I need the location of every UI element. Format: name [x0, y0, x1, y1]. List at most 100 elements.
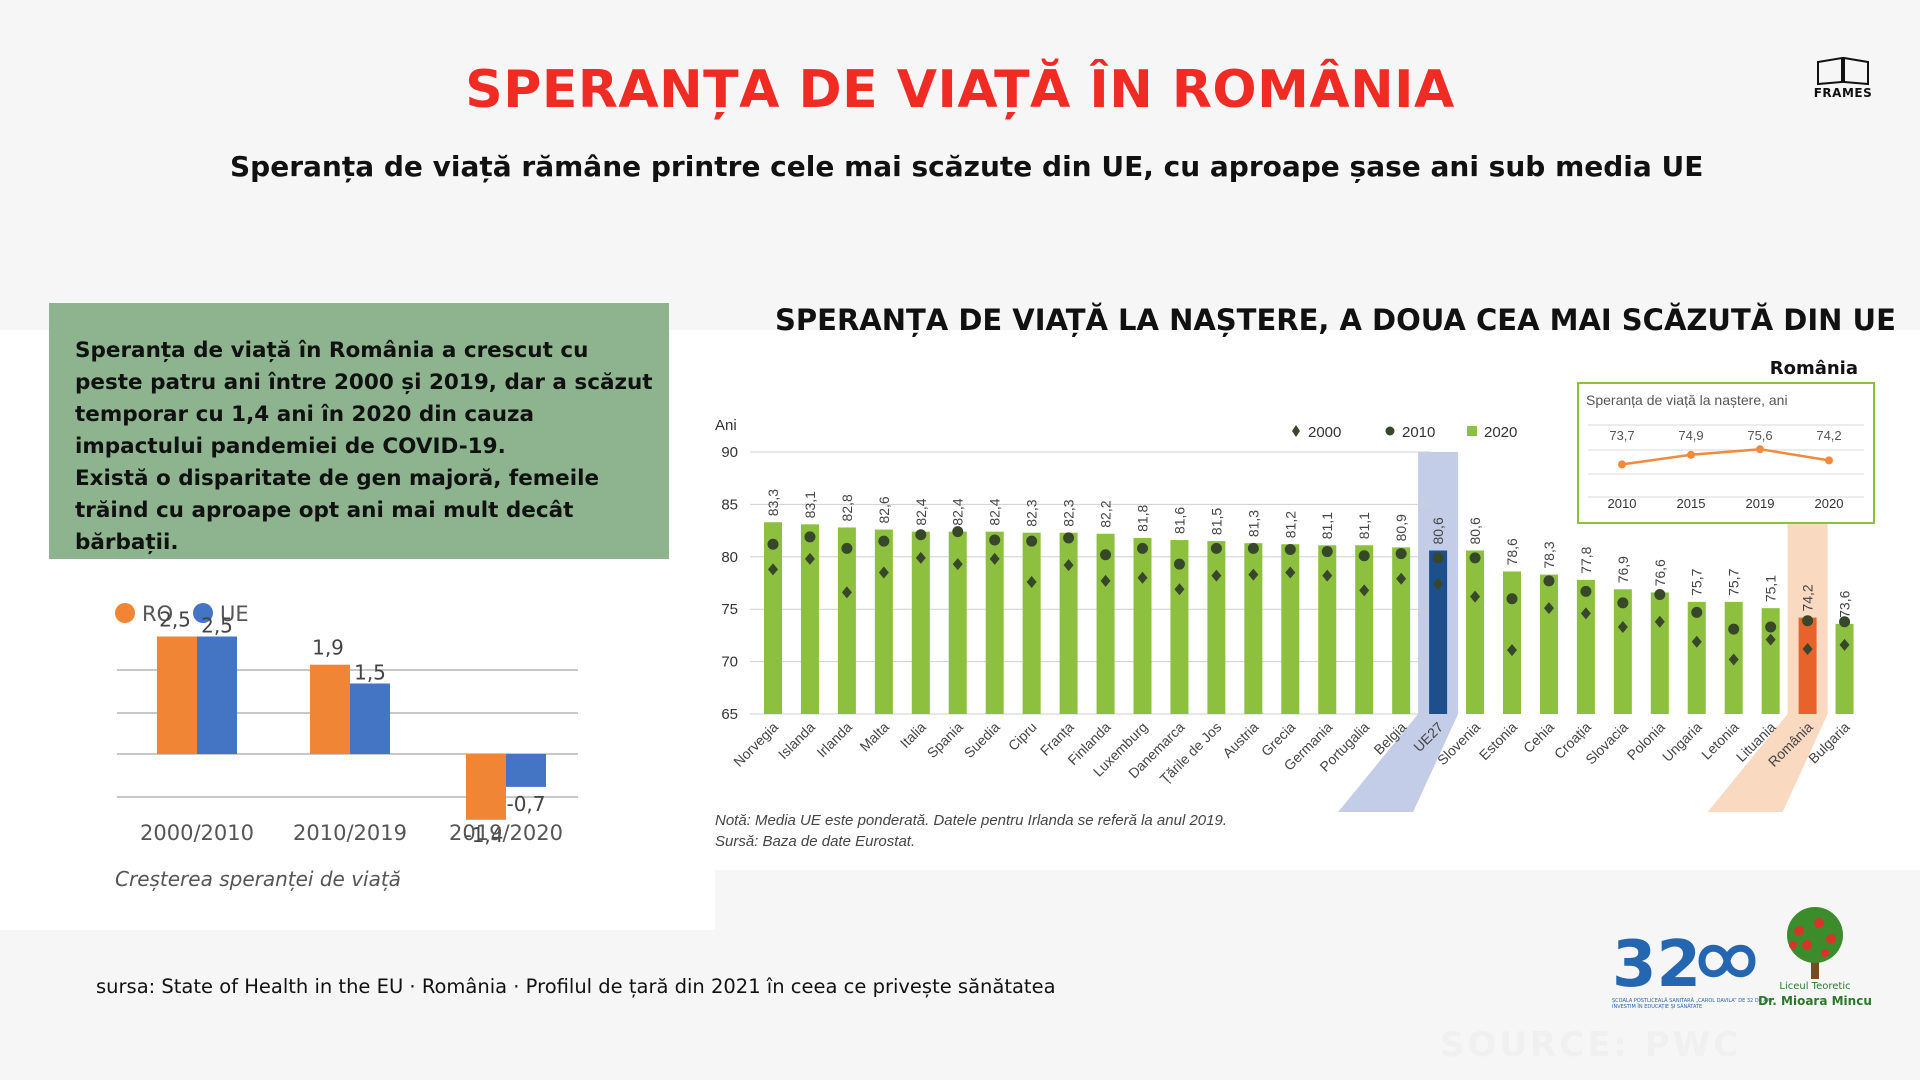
marker-2010 [1802, 615, 1814, 627]
bar-2020 [1503, 571, 1521, 714]
bar-2020 [1318, 545, 1337, 714]
marker-2000 [1211, 569, 1222, 582]
highlight-band-UE27 [1338, 452, 1459, 812]
marker-2000 [1063, 559, 1074, 572]
y-tick-label: 65 [721, 706, 738, 723]
page-subtitle: Speranța de viață rămâne printre cele ma… [230, 150, 1704, 183]
bar-ro [466, 754, 506, 820]
y-tick-label: 85 [721, 496, 738, 513]
marker-2010 [1137, 542, 1148, 554]
summary-box: Speranța de viață în România a crescut c… [49, 303, 669, 559]
bar-2020 [911, 531, 930, 714]
legend-label-ue: UE [220, 602, 249, 626]
data-label: 82,4 [950, 498, 966, 525]
marker-2000 [804, 552, 815, 565]
marker-2000 [878, 566, 889, 579]
marker-2000 [1543, 602, 1554, 615]
inset-point [1825, 456, 1833, 465]
data-label: 75,7 [1726, 568, 1742, 595]
y-tick-label: 75 [721, 601, 738, 618]
marker-2010 [1284, 543, 1296, 555]
logo-32-number: 32 [1612, 928, 1702, 1002]
bar-2020 [1539, 574, 1558, 714]
marker-2010 [767, 538, 779, 550]
bar-2020 [1429, 550, 1448, 714]
bar-2020 [1687, 601, 1706, 714]
legend-label-ro: RO [142, 602, 173, 626]
bar-2020 [1133, 537, 1152, 714]
legend-label-2010: 2010 [1402, 424, 1435, 441]
data-label: 81,1 [1319, 512, 1335, 539]
marker-2000 [1691, 635, 1702, 648]
y-axis-label: Ani [715, 417, 737, 434]
marker-2010 [1063, 532, 1075, 544]
data-label: 80,6 [1467, 517, 1483, 544]
source-text: sursa: State of Health in the EU · Român… [96, 975, 1056, 998]
bar-2020 [1798, 617, 1817, 714]
data-label: 74,2 [1800, 584, 1816, 611]
marker-2000 [1396, 572, 1407, 585]
summary-paragraph-2: Există o disparitate de gen majoră, feme… [75, 466, 600, 555]
data-label: 81,1 [1356, 512, 1372, 539]
marker-2010 [1728, 623, 1740, 635]
value-label-ue: 2,5 [201, 614, 233, 638]
data-label: 81,8 [1135, 504, 1151, 531]
bar-2020 [1392, 547, 1411, 714]
data-label: 80,9 [1393, 514, 1409, 541]
bar-2020 [764, 522, 782, 714]
bar-ue [197, 636, 237, 754]
inset-point [1756, 445, 1764, 454]
marker-2000 [1507, 644, 1517, 657]
legend-marker-ro [115, 603, 135, 623]
bar-2020 [1244, 543, 1263, 714]
data-label: 81,2 [1282, 511, 1298, 538]
summary-paragraph-1: Speranța de viață în România a crescut c… [75, 338, 653, 459]
bar-2020 [948, 531, 967, 714]
bar-ro [310, 664, 350, 754]
marker-2000 [952, 558, 963, 571]
marker-2000 [1322, 569, 1333, 582]
bar-2020 [800, 524, 819, 714]
legend-label-2000: 2000 [1308, 424, 1341, 441]
marker-2010 [1580, 585, 1592, 597]
marker-2010 [1026, 535, 1038, 547]
marker-2000 [1359, 584, 1370, 597]
legend-marker-2000 [1292, 425, 1300, 437]
bar-2020 [985, 531, 1004, 714]
data-label: 83,3 [765, 489, 781, 516]
bar-ue [350, 683, 390, 754]
data-label: 76,6 [1652, 559, 1668, 586]
data-label: 81,5 [1208, 508, 1224, 535]
frames-logo-icon [1817, 56, 1869, 86]
data-label: 82,2 [1098, 500, 1114, 527]
bar-2020 [1281, 544, 1300, 714]
data-label: 82,8 [839, 494, 855, 521]
marker-2010 [1839, 616, 1851, 628]
y-tick-label: 90 [721, 444, 738, 461]
bar-2020 [874, 529, 893, 714]
data-label: 76,9 [1615, 556, 1631, 583]
marker-2010 [1543, 575, 1555, 587]
marker-2000 [1470, 590, 1481, 603]
inset-value-label: 73,7 [1609, 428, 1634, 443]
bar-2020 [1355, 545, 1374, 714]
marker-2010 [878, 535, 890, 547]
inset-x-label: 2015 [1677, 496, 1706, 511]
y-tick-label: 70 [721, 654, 738, 671]
logo-32-caption: ȘCOALA POSTLICEALĂ SANITARĂ „CAROL DAVIL… [1612, 998, 1773, 1010]
bar-2020 [1761, 608, 1780, 714]
data-label: 78,3 [1541, 541, 1557, 568]
school-32-logo: 32 ȘCOALA POSTLICEALĂ SANITARĂ „CAROL DA… [1612, 928, 1772, 1010]
marker-2000 [989, 552, 1000, 565]
data-label: 80,6 [1430, 517, 1446, 544]
marker-2000 [1100, 574, 1111, 587]
value-label-ro: 2,5 [159, 608, 191, 632]
bar-2020 [837, 527, 856, 714]
data-label: 81,3 [1245, 510, 1261, 537]
marker-2010 [1395, 548, 1407, 560]
data-label: 82,6 [876, 496, 892, 523]
bar-2020 [1613, 589, 1632, 714]
marker-2000 [1839, 638, 1850, 651]
